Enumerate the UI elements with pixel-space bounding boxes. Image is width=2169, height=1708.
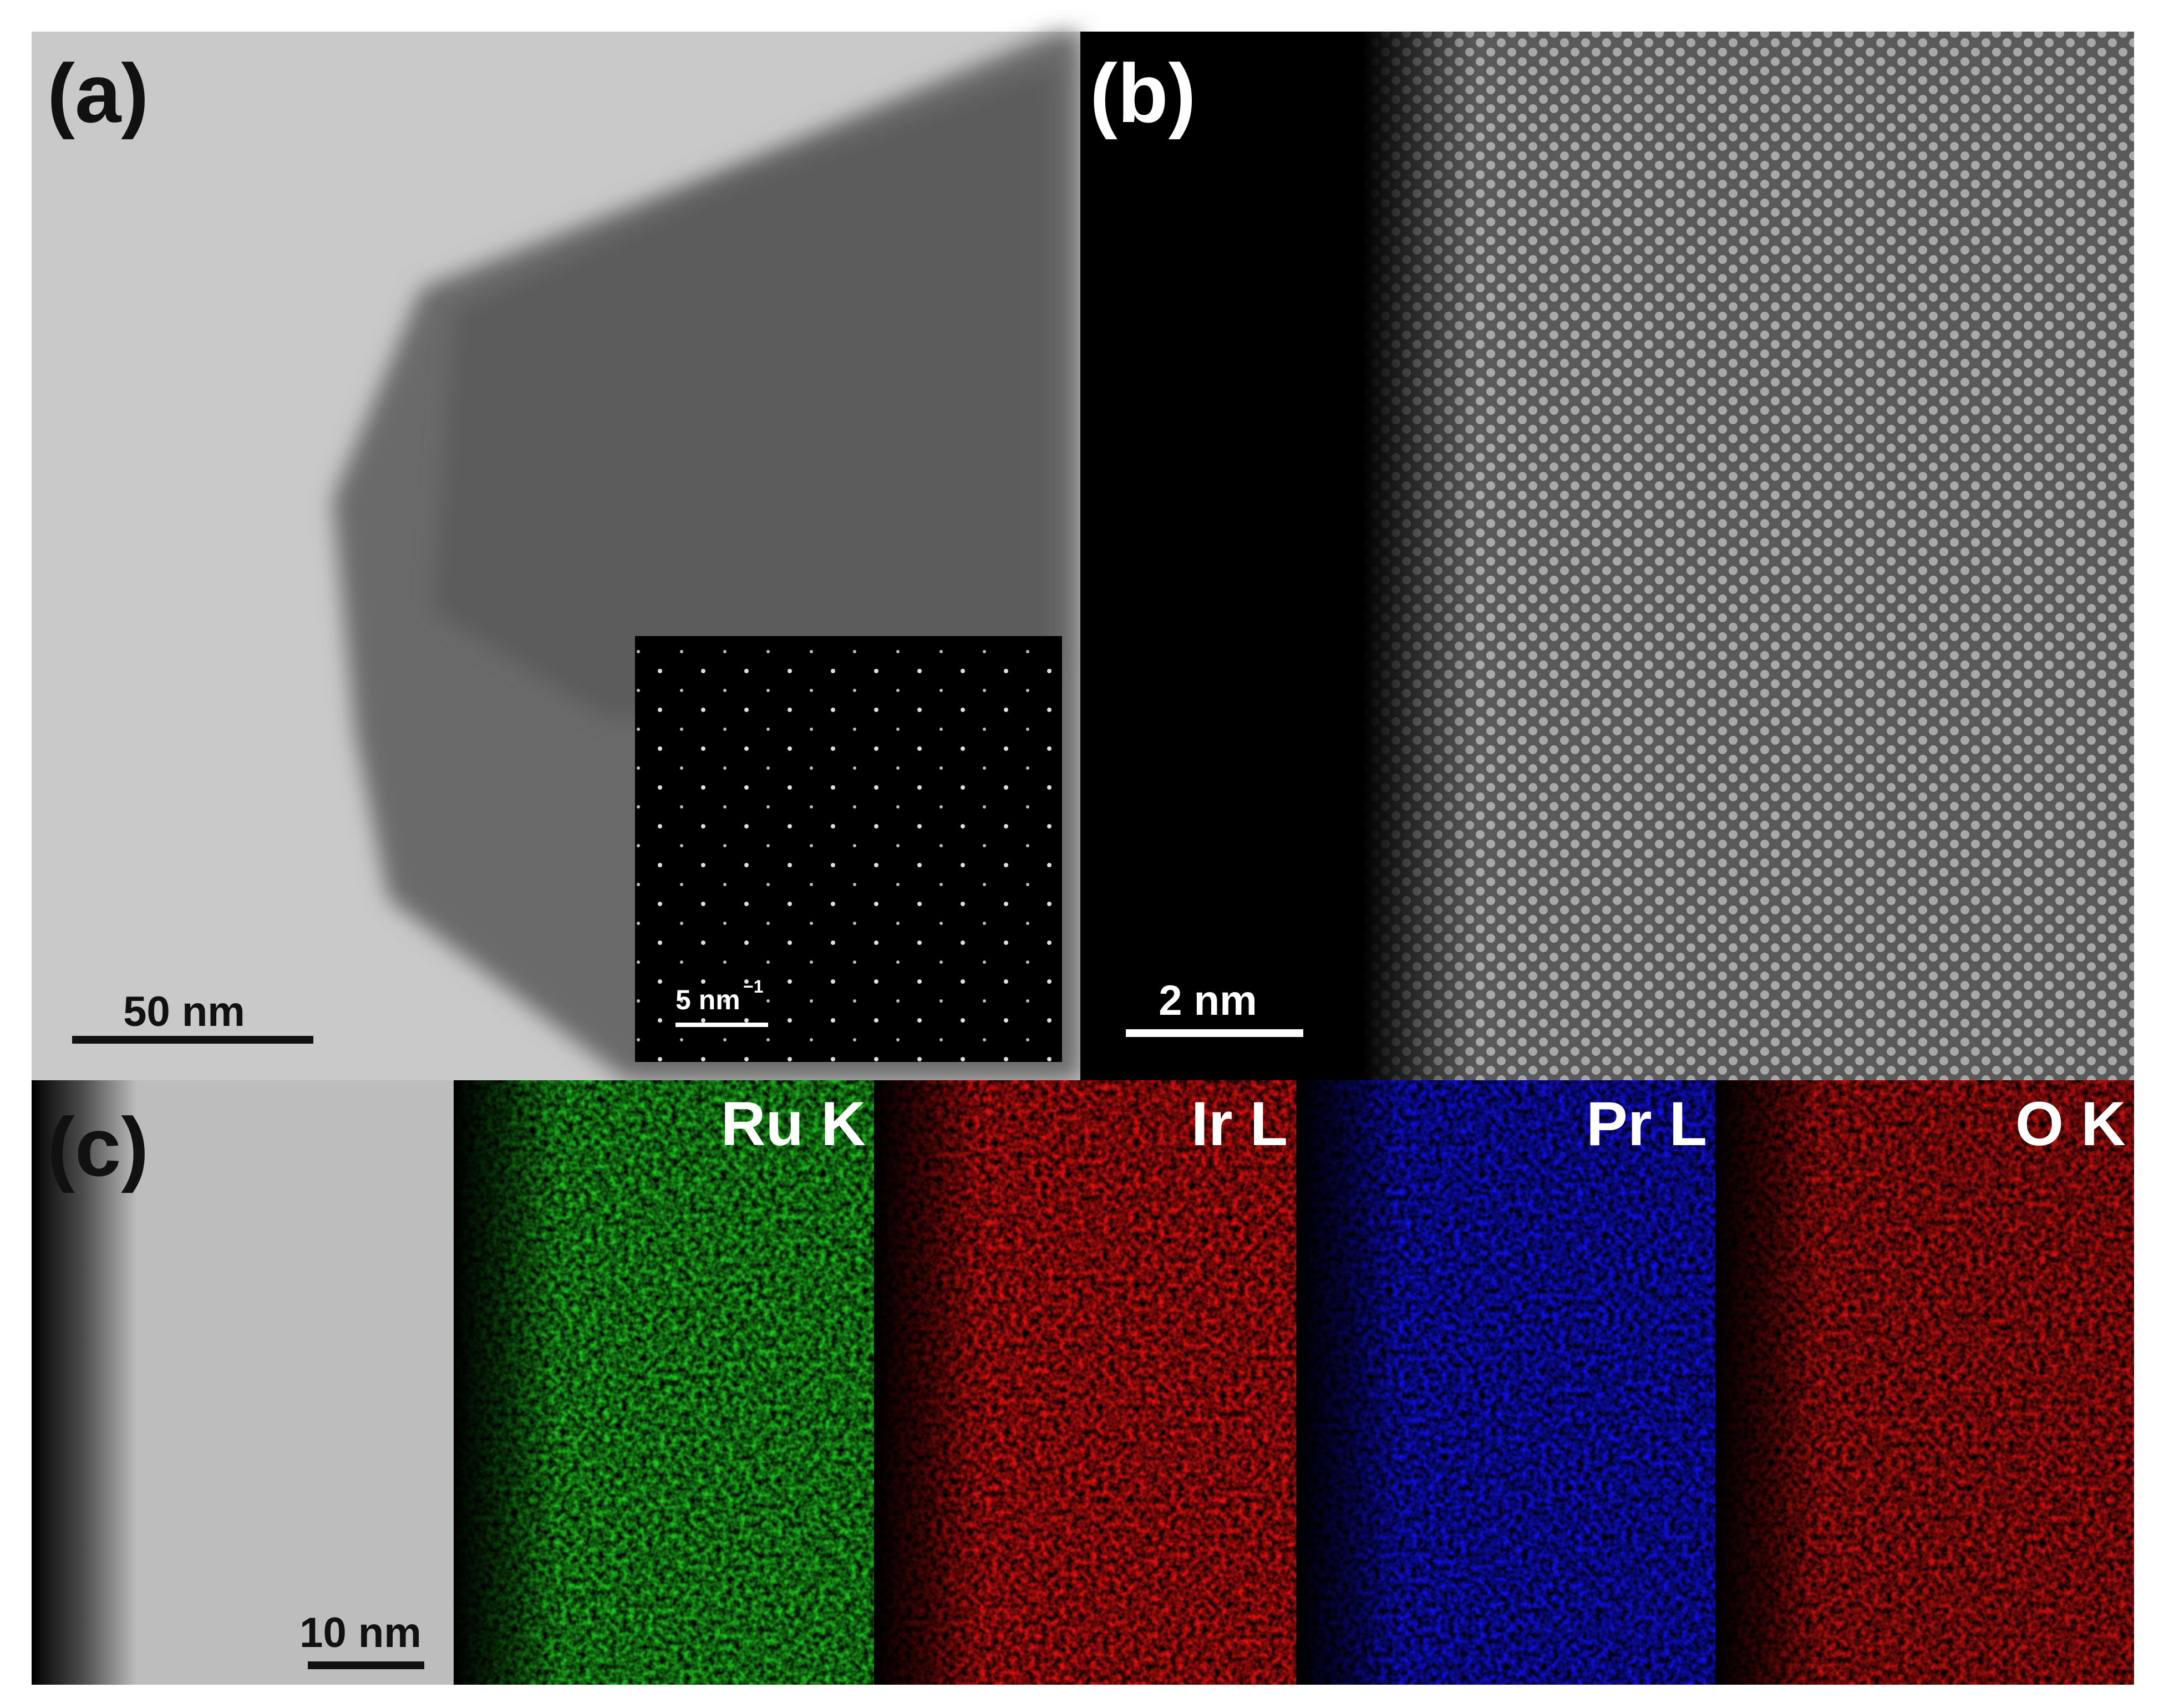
particle-core [433, 67, 1054, 721]
panel-label: (a) [47, 47, 149, 140]
panel-c: 10 nm (c) Ru K Ir L Pr L O K [32, 1080, 2134, 1685]
inset-scale-superscript: −1 [743, 977, 763, 997]
map-label: O K [2015, 1089, 2126, 1158]
edge-fade [1363, 32, 2134, 1080]
scale-text: 10 nm [299, 1609, 421, 1656]
edge-fade [32, 1080, 454, 1685]
scale-text: 50 nm [123, 988, 245, 1035]
map-edge [1296, 1080, 1715, 1685]
scale-text: 2 nm [1159, 977, 1257, 1024]
map-edge [454, 1080, 874, 1685]
map-label: Pr L [1586, 1089, 1707, 1158]
map-label: Ru K [721, 1089, 866, 1158]
map-edge [874, 1080, 1296, 1685]
eds-maps: Ru K Ir L Pr L O K [454, 1080, 2134, 1685]
panel-a: 5 nm −1 50 nm (a) [32, 32, 1080, 1080]
panel-b: 2 nm (b) [1080, 32, 2134, 1080]
map-label: Ir L [1191, 1089, 1288, 1158]
panel-label: (c) [47, 1100, 149, 1193]
diffraction-inset [635, 636, 1062, 1062]
inset-scale-text: 5 nm [675, 984, 740, 1015]
map-edge [1715, 1080, 2134, 1685]
panel-label: (b) [1090, 47, 1196, 140]
